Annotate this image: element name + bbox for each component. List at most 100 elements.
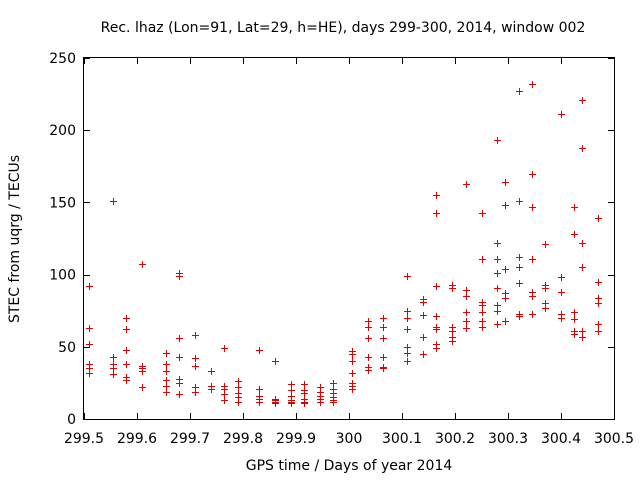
x-tick-label: 299.5 bbox=[64, 431, 104, 447]
data-point bbox=[176, 335, 183, 342]
data-point bbox=[317, 399, 324, 406]
data-points bbox=[86, 81, 602, 407]
data-point bbox=[365, 367, 372, 374]
x-tick-label: 299.6 bbox=[117, 431, 157, 447]
data-point bbox=[139, 261, 146, 268]
data-point bbox=[110, 371, 117, 378]
data-point bbox=[404, 326, 411, 333]
data-point bbox=[449, 285, 456, 292]
data-point bbox=[110, 354, 117, 361]
data-point bbox=[502, 266, 509, 273]
data-point bbox=[380, 315, 387, 322]
data-point bbox=[192, 389, 199, 396]
data-point bbox=[479, 302, 486, 309]
data-point bbox=[529, 256, 536, 263]
data-point bbox=[479, 324, 486, 331]
data-point bbox=[579, 334, 586, 341]
x-tick-label: 299.8 bbox=[223, 431, 263, 447]
data-point bbox=[420, 312, 427, 319]
x-tick-label: 300.1 bbox=[382, 431, 422, 447]
data-point bbox=[516, 264, 523, 271]
data-point bbox=[494, 137, 501, 144]
data-point bbox=[404, 308, 411, 315]
data-point bbox=[579, 328, 586, 335]
data-point bbox=[139, 368, 146, 375]
data-point bbox=[558, 111, 565, 118]
data-point bbox=[579, 97, 586, 104]
data-point bbox=[404, 358, 411, 365]
data-point bbox=[301, 381, 308, 388]
data-point bbox=[479, 309, 486, 316]
data-point bbox=[301, 400, 308, 407]
x-tick-label: 300.2 bbox=[435, 431, 475, 447]
data-point bbox=[595, 279, 602, 286]
data-point bbox=[123, 326, 130, 333]
data-point bbox=[494, 285, 501, 292]
data-point bbox=[420, 299, 427, 306]
data-point bbox=[579, 145, 586, 152]
data-point bbox=[208, 368, 215, 375]
y-tick-label: 0 bbox=[67, 412, 76, 428]
data-point bbox=[595, 215, 602, 222]
data-point bbox=[595, 300, 602, 307]
data-point bbox=[595, 321, 602, 328]
plot-frame bbox=[83, 57, 615, 420]
data-point bbox=[529, 171, 536, 178]
data-point bbox=[479, 318, 486, 325]
data-point bbox=[123, 377, 130, 384]
data-point bbox=[86, 341, 93, 348]
data-point bbox=[502, 318, 509, 325]
data-point bbox=[163, 377, 170, 384]
data-point bbox=[529, 81, 536, 88]
data-point bbox=[494, 256, 501, 263]
data-point bbox=[571, 204, 578, 211]
data-point bbox=[288, 381, 295, 388]
data-point bbox=[479, 256, 486, 263]
data-point bbox=[571, 331, 578, 338]
x-tick-label: 300 bbox=[336, 431, 363, 447]
data-point bbox=[529, 293, 536, 300]
data-point bbox=[123, 347, 130, 354]
data-point bbox=[208, 386, 215, 393]
data-point bbox=[235, 378, 242, 385]
data-point bbox=[235, 399, 242, 406]
data-point bbox=[433, 283, 440, 290]
x-tick-label: 300.3 bbox=[488, 431, 528, 447]
x-axis-title: GPS time / Days of year 2014 bbox=[246, 458, 453, 474]
data-point bbox=[595, 328, 602, 335]
data-point bbox=[420, 334, 427, 341]
data-point bbox=[163, 361, 170, 368]
data-point bbox=[579, 264, 586, 271]
data-point bbox=[542, 241, 549, 248]
data-point bbox=[86, 283, 93, 290]
data-point bbox=[502, 295, 509, 302]
data-point bbox=[110, 365, 117, 372]
data-point bbox=[176, 354, 183, 361]
data-point bbox=[380, 335, 387, 342]
data-point bbox=[516, 198, 523, 205]
data-point bbox=[579, 240, 586, 247]
data-point bbox=[192, 332, 199, 339]
data-point bbox=[192, 355, 199, 362]
data-point bbox=[288, 387, 295, 394]
data-point bbox=[380, 324, 387, 331]
data-point bbox=[502, 179, 509, 186]
data-point bbox=[256, 399, 263, 406]
data-point bbox=[571, 231, 578, 238]
data-point bbox=[420, 351, 427, 358]
data-point bbox=[542, 285, 549, 292]
data-point bbox=[163, 383, 170, 390]
data-point bbox=[502, 202, 509, 209]
data-point bbox=[288, 400, 295, 407]
data-point bbox=[86, 370, 93, 377]
data-point bbox=[404, 273, 411, 280]
data-point bbox=[349, 370, 356, 377]
data-point bbox=[139, 384, 146, 391]
data-point bbox=[404, 350, 411, 357]
data-point bbox=[571, 316, 578, 323]
data-point bbox=[494, 302, 501, 309]
data-point bbox=[404, 344, 411, 351]
y-axis-title: STEC from uqrg / TECUs bbox=[7, 155, 23, 323]
data-point bbox=[221, 397, 228, 404]
